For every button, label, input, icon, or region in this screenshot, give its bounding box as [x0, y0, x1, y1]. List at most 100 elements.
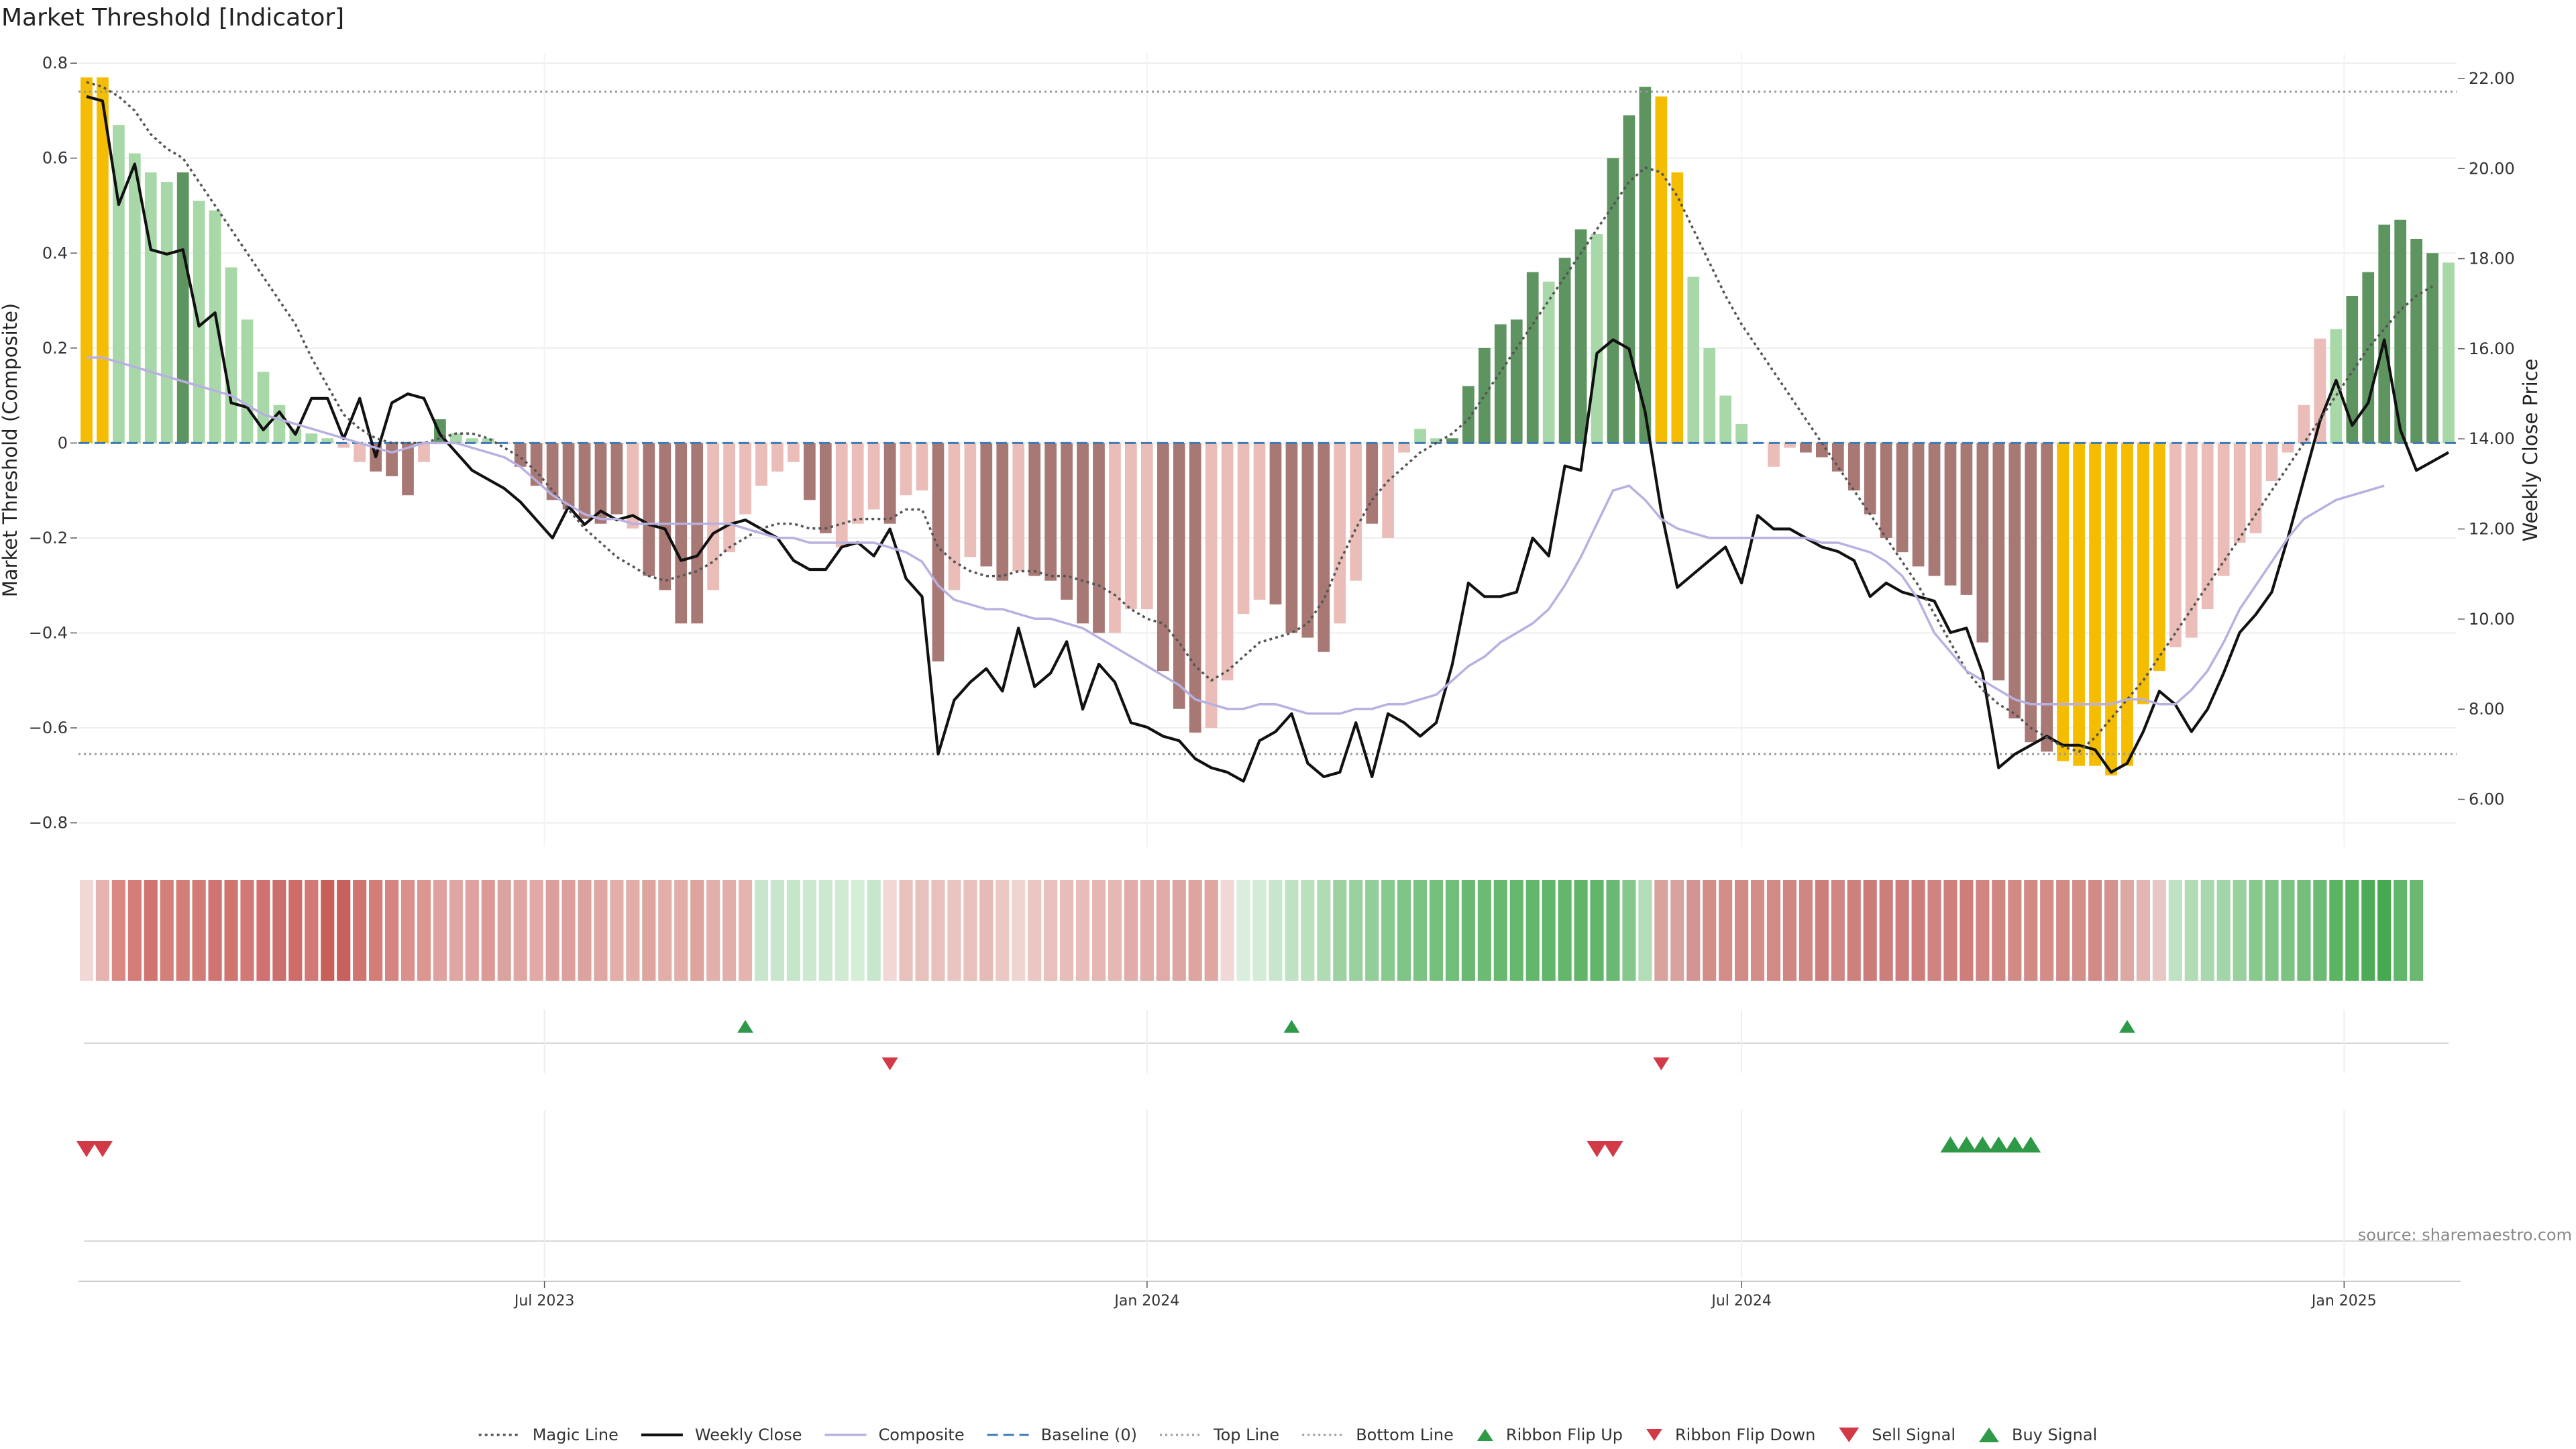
threshold-bar: [1847, 443, 1860, 491]
ribbon-cell: [1686, 880, 1701, 981]
ribbon-cell: [1493, 880, 1507, 981]
ribbon-cell: [2377, 880, 2392, 981]
threshold-bar: [1510, 319, 1523, 443]
y2-tick-label: 22.00: [2469, 69, 2515, 88]
ribbon-flip-up-marker: [2118, 1020, 2135, 1033]
threshold-bar: [1864, 443, 1876, 515]
ribbon-cell: [979, 880, 994, 981]
ribbon-cell: [1477, 880, 1491, 981]
ribbon-flip-down-marker: [1653, 1057, 1670, 1071]
legend-swatch: [1839, 1428, 1860, 1442]
legend-label: Weekly Close: [695, 1426, 802, 1444]
ribbon-cell: [899, 880, 913, 981]
ribbon-cell: [1349, 880, 1363, 981]
ribbon-cell: [1108, 880, 1122, 981]
threshold-bar: [2314, 338, 2326, 443]
ribbon-cell: [1815, 880, 1829, 981]
threshold-bar: [466, 438, 478, 443]
ribbon-cell: [1252, 880, 1267, 981]
ribbon-cell: [1943, 880, 1957, 981]
threshold-bar: [1639, 87, 1652, 443]
ribbon-cell: [321, 880, 335, 981]
ribbon-cell: [674, 880, 688, 981]
legend-label: Composite: [879, 1426, 965, 1444]
threshold-bar: [1784, 443, 1796, 448]
threshold-bar: [241, 319, 254, 443]
ribbon-cell: [915, 880, 929, 981]
ribbon-cell: [1976, 880, 1990, 981]
ribbon-cell: [1188, 880, 1202, 981]
buy-signal-marker: [1956, 1136, 1977, 1152]
ribbon-cell: [1992, 880, 2006, 981]
x-tick-label: Jul 2023: [513, 1293, 575, 1309]
ribbon-cell: [481, 880, 495, 981]
ribbon-cell: [1670, 880, 1684, 981]
ribbon-cell: [2394, 880, 2408, 981]
ribbon-cell: [1750, 880, 1765, 981]
ribbon-cell: [1285, 880, 1299, 981]
sell-signal-marker: [76, 1141, 97, 1157]
threshold-bar: [1398, 443, 1410, 453]
threshold-bar: [1768, 443, 1780, 467]
y2-tick-label: 10.00: [2469, 610, 2515, 629]
threshold-bar: [659, 443, 672, 590]
sell-signal-marker: [92, 1141, 113, 1157]
ribbon-cell: [1461, 880, 1475, 981]
ribbon-cell: [1236, 880, 1250, 981]
threshold-bar: [835, 443, 848, 548]
threshold-bar: [1719, 395, 1732, 443]
threshold-bar: [1831, 443, 1844, 472]
buy-signal-marker: [1972, 1136, 1993, 1152]
legend-item: Top Line: [1160, 1426, 1279, 1444]
ribbon-cell: [1863, 880, 1877, 981]
ribbon-cell: [996, 880, 1010, 981]
sell-signal-marker: [1587, 1141, 1607, 1157]
y2-tick-label: 16.00: [2469, 339, 2515, 358]
ribbon-cell: [1413, 880, 1428, 981]
legend-item: Composite: [824, 1426, 965, 1444]
legend-item: Magic Line: [478, 1426, 619, 1444]
threshold-bar: [1703, 347, 1716, 443]
ribbon-cell: [594, 880, 608, 981]
threshold-bar: [2410, 239, 2422, 443]
threshold-bar: [1976, 443, 1989, 643]
threshold-bar: [2443, 262, 2455, 443]
ribbon-cell: [2184, 880, 2198, 981]
y-tick-label: 0.8: [42, 54, 68, 72]
ribbon-cell: [851, 880, 865, 981]
ribbon-cell: [1060, 880, 1074, 981]
threshold-bar: [2346, 295, 2359, 443]
ribbon-cell: [176, 880, 190, 981]
legend-label: Bottom Line: [1356, 1426, 1454, 1444]
ribbon-cell: [465, 880, 479, 981]
threshold-bar: [932, 443, 945, 661]
threshold-bar: [1012, 443, 1025, 572]
threshold-bar: [418, 443, 430, 462]
ribbon-cell: [1703, 880, 1717, 981]
ribbon-cell: [1960, 880, 1974, 981]
threshold-bar: [2057, 443, 2070, 761]
ribbon-layer: [79, 880, 2424, 981]
threshold-bar: [160, 182, 173, 443]
ribbon-cell: [1542, 880, 1556, 981]
threshold-bar: [627, 443, 639, 529]
ribbon-cell: [1847, 880, 1861, 981]
threshold-bar: [1735, 424, 1748, 443]
threshold-bar: [948, 443, 961, 590]
ribbon-cell: [192, 880, 206, 981]
threshold-bar: [2362, 272, 2375, 443]
threshold-bar: [1125, 443, 1137, 610]
threshold-bar: [1109, 443, 1121, 633]
threshold-bar: [803, 443, 816, 500]
lines-layer: [78, 80, 2457, 783]
threshold-bar: [2265, 443, 2278, 482]
threshold-bar: [2105, 443, 2117, 775]
threshold-bar: [1655, 96, 1668, 443]
ribbon-cell: [127, 880, 142, 981]
ribbon-cell: [1028, 880, 1042, 981]
ribbon-cell: [144, 880, 158, 981]
threshold-bar: [1912, 443, 1925, 567]
ribbon-cell: [449, 880, 463, 981]
threshold-bar: [1687, 276, 1700, 443]
y2-tick-label: 14.00: [2469, 429, 2515, 448]
